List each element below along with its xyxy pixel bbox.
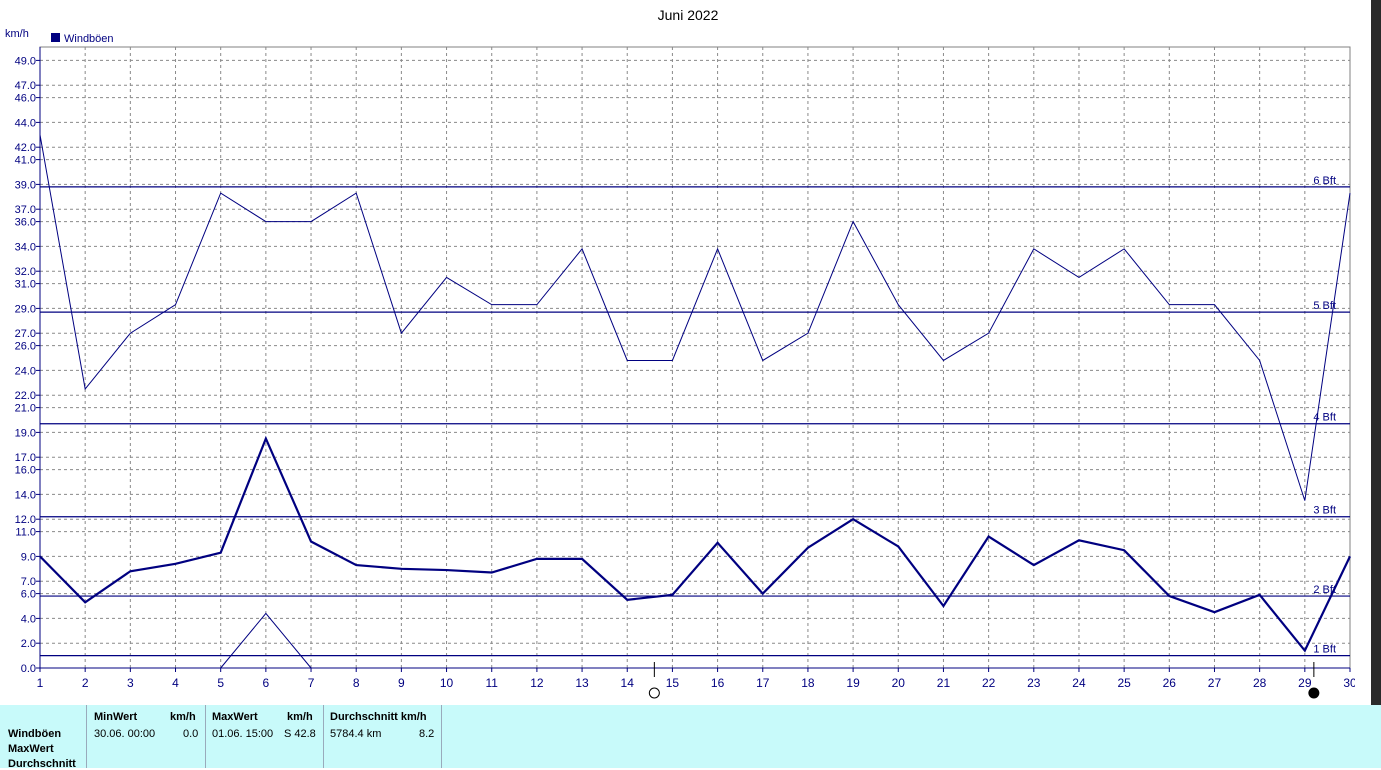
row-label-maxwert: MaxWert bbox=[8, 743, 54, 755]
max-date: 01.06. 15:00 bbox=[212, 728, 273, 740]
y-tick-label: 27.0 bbox=[15, 328, 36, 340]
legend-swatch bbox=[51, 33, 60, 42]
y-tick-label: 44.0 bbox=[15, 117, 36, 129]
avg-km: 5784.4 km bbox=[330, 728, 381, 740]
y-tick-label: 34.0 bbox=[15, 241, 36, 253]
y-tick-label: 41.0 bbox=[15, 155, 36, 167]
beaufort-label: 3 Bft bbox=[1313, 505, 1336, 517]
min-header: MinWert bbox=[94, 711, 137, 723]
series-group bbox=[40, 135, 1350, 668]
avg-value: 8.2 bbox=[419, 728, 434, 740]
row-label-durchschnitt: Durchschnitt bbox=[8, 758, 76, 770]
y-tick-label: 12.0 bbox=[15, 514, 36, 526]
y-axis-unit: km/h bbox=[5, 28, 29, 40]
x-tick-label: 7 bbox=[308, 676, 315, 690]
y-tick-label: 14.0 bbox=[15, 489, 36, 501]
x-tick-label: 4 bbox=[172, 676, 179, 690]
max-unit: km/h bbox=[287, 711, 313, 723]
y-axis: 0.0 2.0 4.0 6.07.0 9.0 11.012.0 14.0 16.017.0 19… bbox=[15, 47, 40, 675]
max-header: MaxWert bbox=[212, 711, 258, 723]
y-tick-label: 16.0 bbox=[15, 465, 36, 477]
y-tick-label: 9.0 bbox=[21, 551, 36, 563]
y-tick-label: 46.0 bbox=[15, 93, 36, 105]
x-tick-label: 1 bbox=[37, 676, 44, 690]
y-tick-label: 29.0 bbox=[15, 303, 36, 315]
full-moon-icon bbox=[649, 688, 659, 698]
y-tick-label: 11.0 bbox=[15, 527, 36, 539]
max-column: MaxWert km/h 01.06. 15:00 S 42.8 bbox=[206, 705, 324, 768]
x-tick-label: 25 bbox=[1117, 676, 1131, 690]
row-labels-column: Windböen MaxWert Durchschnitt bbox=[0, 705, 87, 768]
new-moon-icon bbox=[1309, 688, 1319, 698]
y-tick-label: 17.0 bbox=[15, 452, 36, 464]
x-tick-label: 3 bbox=[127, 676, 134, 690]
min-date: 30.06. 00:00 bbox=[94, 728, 155, 740]
min-unit: km/h bbox=[170, 711, 196, 723]
y-tick-label: 21.0 bbox=[15, 403, 36, 415]
x-tick-label: 28 bbox=[1253, 676, 1267, 690]
x-tick-label: 6 bbox=[263, 676, 270, 690]
x-tick-label: 24 bbox=[1072, 676, 1086, 690]
x-tick-label: 16 bbox=[711, 676, 725, 690]
stats-panel: Windböen MaxWert Durchschnitt MinWert km… bbox=[0, 705, 1381, 768]
x-tick-label: 22 bbox=[982, 676, 996, 690]
x-tick-label: 11 bbox=[485, 676, 498, 690]
x-tick-label: 15 bbox=[666, 676, 680, 690]
y-tick-label: 26.0 bbox=[15, 341, 36, 353]
adjacent-window-edge bbox=[1355, 0, 1381, 768]
y-tick-label: 2.0 bbox=[21, 638, 36, 650]
y-tick-label: 24.0 bbox=[15, 365, 36, 377]
x-tick-label: 20 bbox=[892, 676, 906, 690]
y-tick-label: 0.0 bbox=[21, 663, 36, 675]
x-tick-label: 5 bbox=[217, 676, 224, 690]
y-tick-label: 31.0 bbox=[15, 279, 36, 291]
y-tick-label: 32.0 bbox=[15, 266, 36, 278]
y-tick-label: 47.0 bbox=[15, 80, 36, 92]
y-tick-label: 4.0 bbox=[21, 613, 36, 625]
x-tick-label: 10 bbox=[440, 676, 454, 690]
legend-label: Windböen bbox=[64, 33, 114, 45]
x-tick-label: 2 bbox=[82, 676, 89, 690]
x-tick-label: 9 bbox=[398, 676, 405, 690]
avg-header: Durchschnitt km/h bbox=[330, 711, 427, 723]
beaufort-label: 6 Bft bbox=[1313, 175, 1336, 187]
grid bbox=[40, 47, 1350, 668]
x-tick-label: 29 bbox=[1298, 676, 1312, 690]
x-tick-label: 17 bbox=[756, 676, 770, 690]
x-tick-label: 13 bbox=[575, 676, 589, 690]
max-value: S 42.8 bbox=[284, 728, 316, 740]
y-tick-label: 37.0 bbox=[15, 204, 36, 216]
chart-title: Juni 2022 bbox=[658, 7, 719, 23]
x-tick-label: 19 bbox=[846, 676, 860, 690]
y-tick-label: 6.0 bbox=[21, 589, 36, 601]
y-tick-label: 39.0 bbox=[15, 179, 36, 191]
min-value: 0.0 bbox=[183, 728, 198, 740]
x-tick-label: 8 bbox=[353, 676, 360, 690]
beaufort-label: 1 Bft bbox=[1313, 644, 1336, 656]
series-line-0 bbox=[40, 135, 1350, 501]
y-tick-label: 36.0 bbox=[15, 217, 36, 229]
y-tick-label: 49.0 bbox=[15, 55, 36, 67]
x-tick-label: 23 bbox=[1027, 676, 1041, 690]
avg-column: Durchschnitt km/h 5784.4 km 8.2 bbox=[324, 705, 442, 768]
y-tick-label: 42.0 bbox=[15, 142, 36, 154]
x-tick-label: 26 bbox=[1163, 676, 1177, 690]
plot-frame bbox=[40, 47, 1350, 668]
x-tick-label: 12 bbox=[530, 676, 544, 690]
y-tick-label: 7.0 bbox=[21, 576, 36, 588]
y-tick-label: 22.0 bbox=[15, 390, 36, 402]
x-tick-label: 21 bbox=[937, 676, 951, 690]
min-column: MinWert km/h 30.06. 00:00 0.0 bbox=[87, 705, 206, 768]
y-tick-label: 19.0 bbox=[15, 427, 36, 439]
x-tick-label: 14 bbox=[621, 676, 635, 690]
x-tick-label: 27 bbox=[1208, 676, 1222, 690]
x-tick-label: 18 bbox=[801, 676, 815, 690]
row-label-windboeen: Windböen bbox=[8, 728, 61, 740]
